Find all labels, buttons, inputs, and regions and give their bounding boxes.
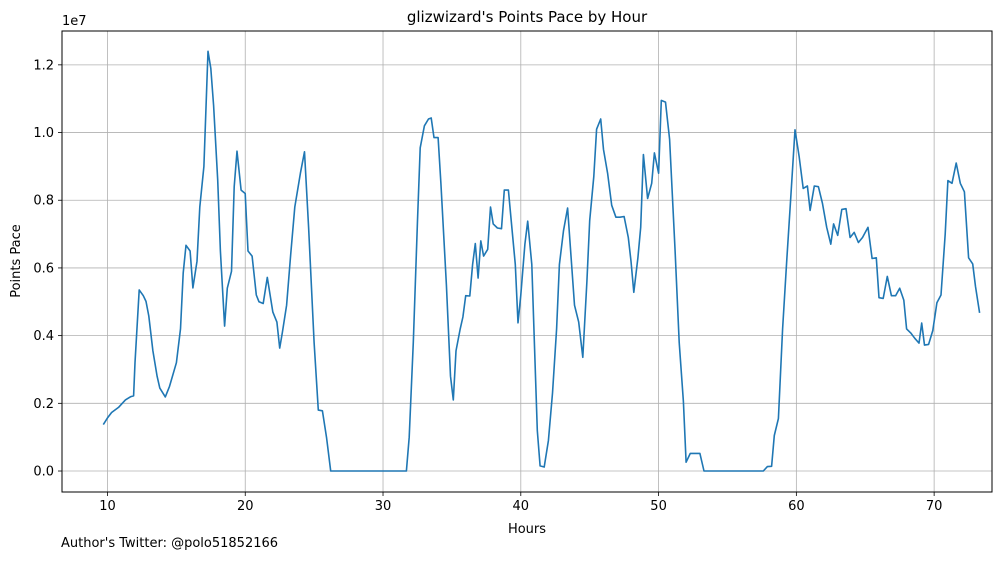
y-scale-offset-label: 1e7: [62, 14, 87, 29]
y-tick-label: 1.2: [33, 58, 54, 73]
y-axis-label: Points Pace: [9, 224, 24, 298]
y-tick-label: 0.4: [33, 329, 54, 344]
y-tick-label: 0.8: [33, 194, 54, 209]
x-tick-label: 40: [513, 499, 530, 514]
author-twitter-credit: Author's Twitter: @polo51852166: [61, 536, 279, 551]
x-tick-label: 10: [99, 499, 116, 514]
x-tick-label: 60: [788, 499, 805, 514]
y-tick-label: 0.2: [33, 397, 54, 412]
plot-frame: [61, 30, 993, 493]
chart-title: glizwizard's Points Pace by Hour: [407, 8, 648, 26]
series-layer: [102, 50, 981, 472]
x-tick-label: 20: [237, 499, 254, 514]
y-tick-label: 0.0: [33, 465, 54, 480]
grid-lines: [62, 31, 992, 492]
y-tick-label: 0.6: [33, 261, 54, 276]
x-tick-label: 70: [926, 499, 943, 514]
x-axis-label: Hours: [508, 522, 546, 537]
x-tick-label: 30: [375, 499, 392, 514]
axis-ticks: 10 20 30 40 50 60 70 0.0 0.2 0.4 0.6 0.8 1.0 1.2: [33, 58, 942, 514]
x-tick-label: 50: [650, 499, 667, 514]
y-tick-label: 1.0: [33, 126, 54, 141]
series-line-points-pace: [102, 50, 981, 472]
